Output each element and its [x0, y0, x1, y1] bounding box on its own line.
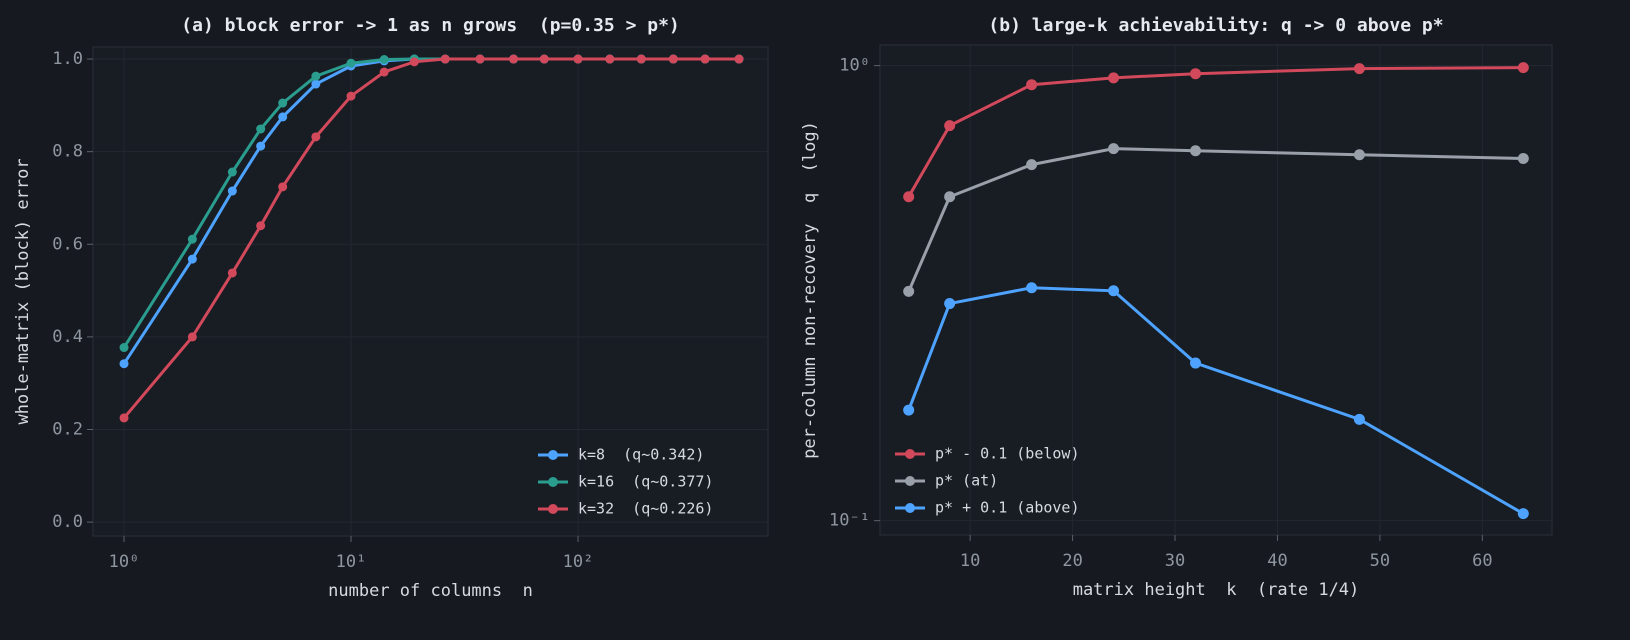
point — [187, 254, 197, 264]
point — [944, 120, 956, 132]
point — [311, 132, 321, 142]
point — [1353, 413, 1365, 425]
y-tick-label: 0.6 — [52, 234, 83, 254]
legend-label: p* (at) — [935, 472, 998, 490]
y-tick-label: 10⁰ — [839, 56, 870, 76]
x-axis-label: matrix height k (rate 1/4) — [1073, 580, 1360, 600]
point — [700, 54, 710, 64]
point — [440, 54, 450, 64]
point — [539, 54, 549, 64]
y-tick-label: 0.4 — [52, 327, 83, 347]
legend-label: k=16 (q~0.377) — [578, 473, 713, 491]
legend-marker — [905, 476, 915, 486]
point — [119, 343, 129, 353]
chart-title: (a) block error -> 1 as n grows (p=0.35 … — [181, 15, 680, 36]
point — [119, 359, 129, 369]
point — [944, 191, 956, 203]
point — [256, 141, 266, 151]
point — [1190, 145, 1202, 157]
point — [605, 54, 615, 64]
chart-title: (b) large-k achievability: q -> 0 above … — [988, 15, 1443, 36]
x-tick-label: 10⁰ — [109, 552, 140, 572]
point — [379, 67, 389, 77]
point — [1026, 282, 1038, 294]
legend-marker — [905, 503, 915, 513]
y-axis-label: whole-matrix (block) error — [13, 158, 33, 424]
point — [278, 182, 288, 192]
point — [311, 79, 321, 89]
point — [1108, 143, 1120, 155]
plot-area — [879, 44, 1553, 536]
y-tick-label: 0.8 — [52, 142, 83, 162]
x-tick-label: 50 — [1370, 551, 1390, 571]
point — [409, 57, 419, 67]
point — [278, 98, 288, 108]
point — [227, 268, 237, 278]
legend-marker — [548, 450, 558, 460]
point — [256, 124, 266, 134]
point — [379, 55, 389, 65]
plot-area — [92, 46, 769, 537]
point — [903, 285, 915, 297]
y-tick-label: 0.0 — [52, 512, 83, 532]
point — [1108, 285, 1120, 297]
point — [227, 167, 237, 177]
y-axis-label: per-column non-recovery q (log) — [800, 121, 820, 459]
legend-label: k=32 (q~0.226) — [578, 500, 713, 518]
point — [1517, 153, 1529, 165]
y-tick-label: 1.0 — [52, 49, 83, 69]
y-tick-label: 10⁻¹ — [829, 511, 870, 531]
point — [1353, 149, 1365, 161]
point — [944, 298, 956, 310]
point — [1190, 357, 1202, 369]
point — [903, 191, 915, 203]
x-tick-label: 10² — [563, 552, 594, 572]
point — [1517, 508, 1529, 520]
point — [903, 404, 915, 416]
point — [187, 332, 197, 342]
legend-marker — [548, 504, 558, 514]
point — [668, 54, 678, 64]
point — [346, 58, 356, 68]
legend-marker — [905, 449, 915, 459]
point — [227, 186, 237, 196]
x-tick-label: 30 — [1165, 551, 1185, 571]
x-axis-label: number of columns n — [328, 581, 533, 601]
legend-label: p* + 0.1 (above) — [935, 499, 1080, 517]
x-tick-label: 10 — [960, 551, 980, 571]
point — [1026, 159, 1038, 171]
point — [1353, 63, 1365, 75]
point — [311, 71, 321, 81]
point — [1026, 79, 1038, 91]
point — [1190, 68, 1202, 80]
legend-label: k=8 (q~0.342) — [578, 446, 704, 464]
point — [119, 413, 129, 423]
x-tick-label: 10¹ — [336, 552, 367, 572]
point — [509, 54, 519, 64]
y-tick-label: 0.2 — [52, 419, 83, 439]
legend-label: p* - 0.1 (below) — [935, 445, 1080, 463]
point — [187, 234, 197, 244]
point — [636, 54, 646, 64]
point — [734, 54, 744, 64]
point — [256, 221, 266, 231]
point — [573, 54, 583, 64]
x-tick-label: 40 — [1267, 551, 1287, 571]
point — [278, 112, 288, 122]
point — [1517, 62, 1529, 74]
x-tick-label: 60 — [1472, 551, 1492, 571]
x-tick-label: 20 — [1062, 551, 1082, 571]
point — [475, 54, 485, 64]
point — [1108, 72, 1120, 84]
legend-marker — [548, 477, 558, 487]
point — [346, 91, 356, 101]
